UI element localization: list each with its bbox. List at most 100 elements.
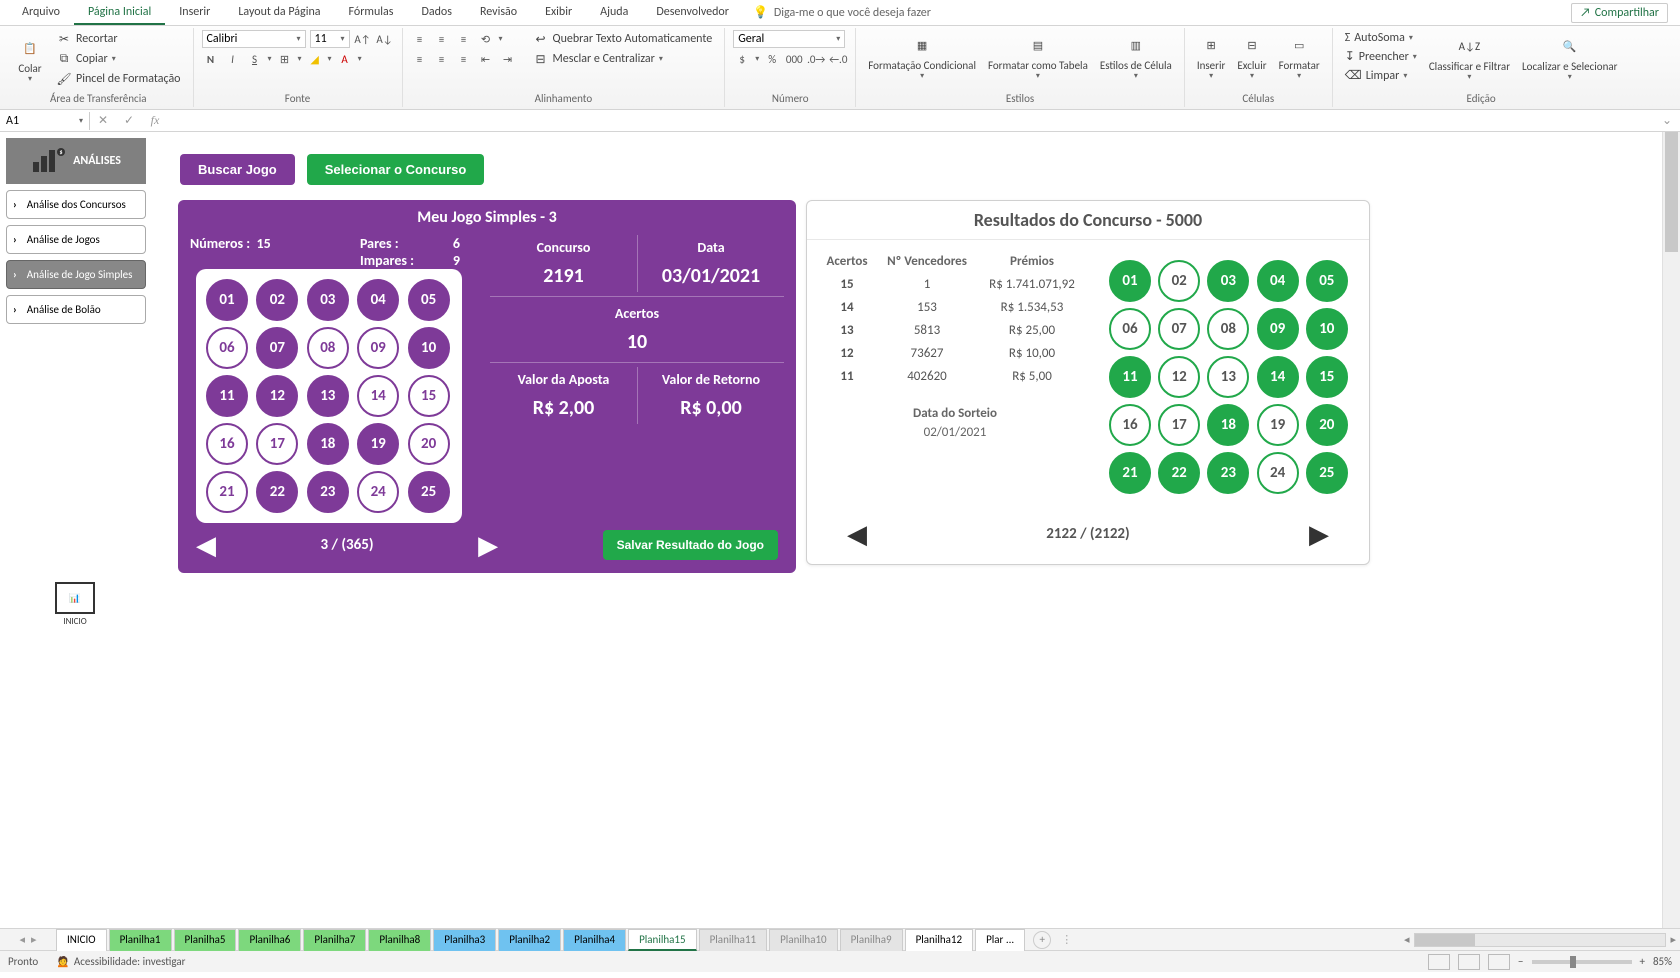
ball-17[interactable]: 17 [256,423,298,465]
ball-11[interactable]: 11 [206,375,248,417]
sheet-tab[interactable]: Planilha7 [303,929,366,951]
scroll-right-icon[interactable]: ▸ [1666,933,1680,946]
ball-22[interactable]: 22 [256,471,298,513]
sheet-tab[interactable]: Planilha8 [368,929,431,951]
analysis-item[interactable]: ›Análise de Jogos [6,225,146,254]
format-table-button[interactable]: ▤Formatar como Tabela▾ [984,30,1092,83]
ball-20[interactable]: 20 [408,423,450,465]
find-select-button[interactable]: 🔍Localizar e Selecionar▾ [1518,31,1621,84]
ball-24[interactable]: 24 [357,471,399,513]
sheet-tab[interactable]: Planilha6 [238,929,301,951]
ribbon-tab-inserir[interactable]: Inserir [165,1,224,25]
orientation-button[interactable]: ⟲ [477,30,495,48]
sheet-tab[interactable]: Planilha5 [174,929,237,951]
decrease-font-button[interactable]: A↓ [376,30,394,48]
number-format-select[interactable]: Geral▾ [733,30,845,48]
fx-button[interactable]: fx [142,113,168,128]
clear-button[interactable]: ⌫ Limpar▾ [1341,67,1421,84]
currency-button[interactable]: $ [733,50,751,68]
ball-13[interactable]: 13 [307,375,349,417]
align-top-button[interactable]: ≡ [411,30,429,48]
merge-button[interactable]: ⊟Mesclar e Centralizar▾ [529,50,717,68]
ribbon-tab-fórmulas[interactable]: Fórmulas [335,1,408,25]
wrap-text-button[interactable]: ↩Quebrar Texto Automaticamente [529,30,717,48]
ball-09[interactable]: 09 [357,327,399,369]
name-box[interactable]: A1▾ [0,112,90,130]
align-right-button[interactable]: ≡ [455,50,473,68]
align-left-button[interactable]: ≡ [411,50,429,68]
comma-button[interactable]: 000 [785,50,803,68]
sheet-tab[interactable]: Planilha9 [840,929,903,951]
next-jogo-button[interactable]: ▶ [478,529,498,561]
ball-23[interactable]: 23 [307,471,349,513]
ribbon-tab-desenvolvedor[interactable]: Desenvolvedor [642,1,743,25]
expand-formula-button[interactable]: ⌄ [1654,113,1680,128]
page-break-view-button[interactable] [1488,954,1510,970]
enter-formula-button[interactable]: ✓ [116,113,142,128]
italic-button[interactable]: I [224,50,242,68]
underline-button[interactable]: S [246,50,264,68]
analysis-item[interactable]: ›Análise dos Concursos [6,190,146,219]
autosum-button[interactable]: Σ AutoSoma▾ [1341,30,1421,46]
prev-concurso-button[interactable]: ◀ [847,518,867,550]
dec-decimal-button[interactable]: ←.0 [829,50,847,68]
font-color-button[interactable]: A [336,50,354,68]
formula-input[interactable] [168,119,1654,123]
sheet-tab[interactable]: Planilha10 [769,929,838,951]
sheet-tab[interactable]: Planilha1 [109,929,172,951]
sheet-area[interactable]: $ ANÁLISES ›Análise dos Concursos›Anális… [0,132,1662,928]
ball-07[interactable]: 07 [256,327,298,369]
prev-jogo-button[interactable]: ◀ [196,529,216,561]
sheet-tab[interactable]: Planilha15 [628,929,697,951]
cut-button[interactable]: ✂Recortar [52,30,185,48]
percent-button[interactable]: % [763,50,781,68]
sheet-tab[interactable]: INICIO [56,929,107,951]
analysis-item[interactable]: ›Análise de Bolão [6,295,146,324]
insert-cells-button[interactable]: ⊞Inserir▾ [1193,30,1230,83]
scrollbar-thumb[interactable] [1415,934,1475,946]
cond-format-button[interactable]: ▦Formatação Condicional▾ [864,30,980,83]
bold-button[interactable]: N [202,50,220,68]
ball-10[interactable]: 10 [408,327,450,369]
painter-button[interactable]: 🖌Pincel de Formatação [52,70,185,88]
font-name-select[interactable]: Calibri▾ [202,30,306,48]
buscar-jogo-button[interactable]: Buscar Jogo [180,154,295,185]
align-bottom-button[interactable]: ≡ [455,30,473,48]
sheet-tab[interactable]: Planilha11 [699,929,768,951]
share-button[interactable]: ↗ Compartilhar [1571,3,1668,23]
ribbon-tab-página-inicial[interactable]: Página Inicial [74,1,165,25]
salvar-resultado-button[interactable]: Salvar Resultado do Jogo [603,530,778,560]
ribbon-tab-layout-da-página[interactable]: Layout da Página [224,1,334,25]
fill-color-button[interactable]: ◢ [306,50,324,68]
sort-filter-button[interactable]: A↓ZClassificar e Filtrar▾ [1425,31,1514,84]
ball-19[interactable]: 19 [357,423,399,465]
sheet-nav[interactable]: ◂▸ [0,933,56,946]
tell-me[interactable]: 💡 Diga-me o que você deseja fazer [753,5,931,20]
indent-dec-button[interactable]: ⇤ [477,50,495,68]
normal-view-button[interactable] [1428,954,1450,970]
ball-02[interactable]: 02 [256,279,298,321]
font-size-select[interactable]: 11▾ [310,30,350,48]
sheet-tab[interactable]: Plar ... [975,929,1025,951]
cell-styles-button[interactable]: ▥Estilos de Célula▾ [1096,30,1176,83]
sheet-nav-first-icon[interactable]: ◂ [19,933,25,946]
copy-button[interactable]: ⧉Copiar▾ [52,50,185,68]
paste-button[interactable]: 📋 Colar ▾ [12,33,48,86]
zoom-out-button[interactable]: − [1518,955,1523,968]
ball-08[interactable]: 08 [307,327,349,369]
sheet-tab[interactable]: Planilha2 [498,929,561,951]
ball-21[interactable]: 21 [206,471,248,513]
horizontal-scrollbar[interactable]: ◂ ▸ [1400,933,1680,947]
indent-inc-button[interactable]: ⇥ [499,50,517,68]
zoom-slider[interactable] [1532,960,1632,964]
delete-cells-button[interactable]: ⊟Excluir▾ [1233,30,1270,83]
ball-15[interactable]: 15 [408,375,450,417]
ribbon-tab-exibir[interactable]: Exibir [531,1,586,25]
sheet-nav-next-icon[interactable]: ▸ [31,933,37,946]
ball-04[interactable]: 04 [357,279,399,321]
add-sheet-button[interactable]: + [1033,931,1051,949]
cancel-formula-button[interactable]: ✕ [90,113,116,128]
ball-05[interactable]: 05 [408,279,450,321]
ball-16[interactable]: 16 [206,423,248,465]
zoom-in-button[interactable]: + [1640,955,1645,968]
